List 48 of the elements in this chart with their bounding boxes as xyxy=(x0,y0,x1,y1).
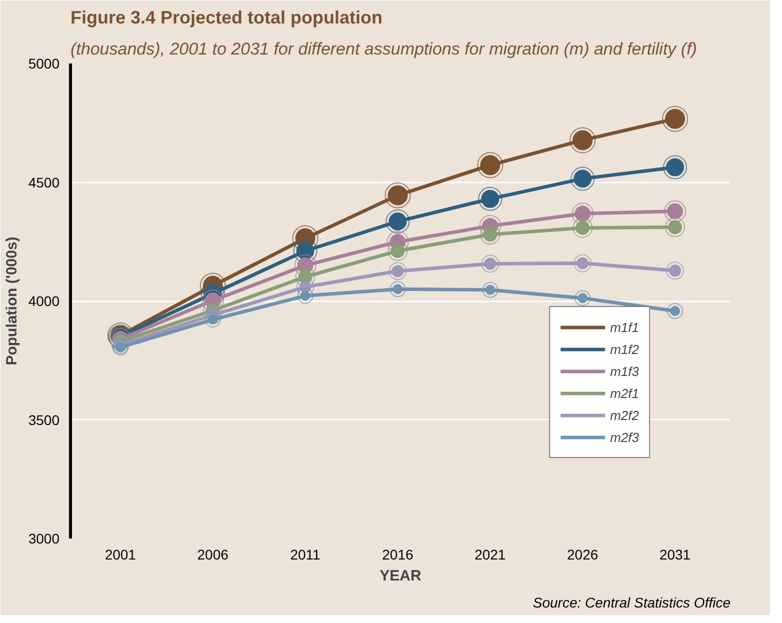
x-axis-title: YEAR xyxy=(380,568,422,584)
point xyxy=(572,218,593,238)
point xyxy=(388,240,408,261)
point xyxy=(481,254,500,273)
y-tick-label: 3000 xyxy=(28,530,60,546)
point xyxy=(384,182,411,208)
point xyxy=(386,209,410,234)
x-tick-label: 2006 xyxy=(197,546,229,562)
point xyxy=(293,238,318,263)
point xyxy=(478,186,502,211)
x-tick-label: 2001 xyxy=(104,546,136,562)
chart-title: Figure 3.4 Projected total population xyxy=(70,8,383,28)
point xyxy=(663,155,688,180)
y-tick-label: 4500 xyxy=(28,174,60,190)
x-tick-label: 2016 xyxy=(382,546,414,562)
point xyxy=(666,262,684,280)
point xyxy=(664,200,686,222)
legend-label: m2f1 xyxy=(610,386,639,400)
point xyxy=(477,152,504,178)
point xyxy=(662,106,688,132)
legend-label: m1f3 xyxy=(610,364,639,378)
x-tick-label: 2031 xyxy=(659,546,691,562)
point xyxy=(574,254,592,272)
point xyxy=(665,217,686,238)
source-note: Source: Central Statistics Office xyxy=(532,594,731,610)
point xyxy=(667,302,684,319)
point xyxy=(390,281,406,298)
point xyxy=(480,224,500,244)
x-tick-label: 2011 xyxy=(290,546,321,562)
point xyxy=(204,312,221,328)
x-tick-label: 2026 xyxy=(567,546,598,562)
point xyxy=(572,202,594,225)
chart-subtitle: (thousands), 2001 to 2031 for different assumptions for migration (m) and fertility (f) xyxy=(70,40,697,58)
legend-label: m2f2 xyxy=(610,408,639,422)
point xyxy=(570,166,595,191)
y-axis-title: Population ('000s) xyxy=(3,236,20,366)
y-tick-label: 4000 xyxy=(28,293,60,309)
x-tick-label: 2021 xyxy=(474,546,506,562)
legend-label: m2f3 xyxy=(610,430,639,444)
point xyxy=(297,288,314,304)
point xyxy=(482,282,498,298)
y-tick-label: 5000 xyxy=(28,56,60,72)
point xyxy=(574,290,591,306)
point xyxy=(388,262,407,280)
legend-label: m1f2 xyxy=(610,342,639,356)
legend-label: m1f1 xyxy=(610,320,639,334)
point xyxy=(570,127,596,154)
y-tick-label: 3500 xyxy=(28,412,60,428)
